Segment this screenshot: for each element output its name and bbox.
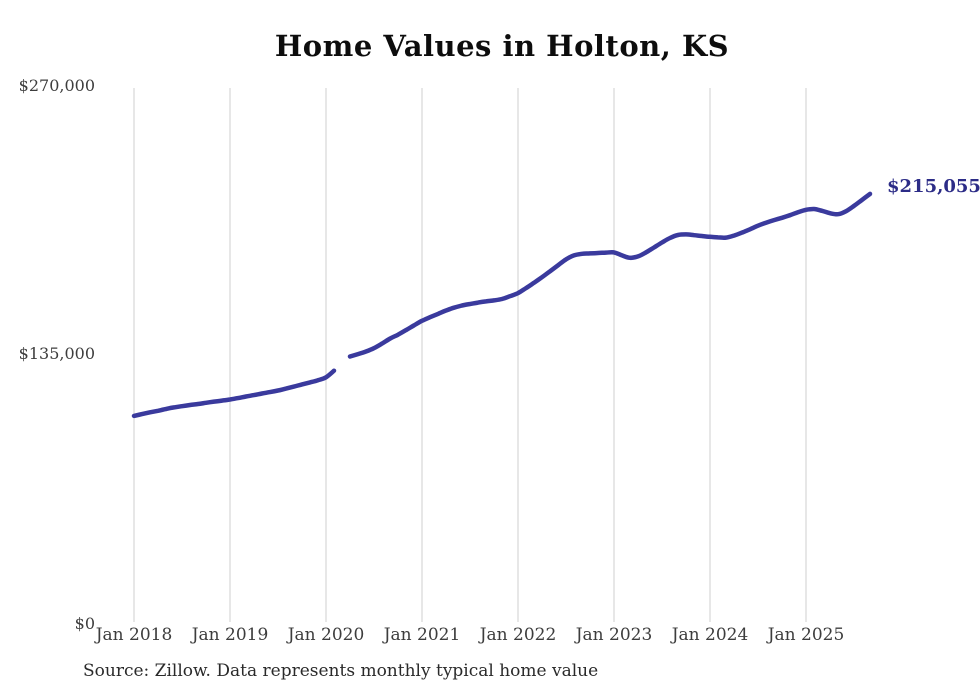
y-tick-label: $270,000 bbox=[18, 76, 95, 95]
source-note: Source: Zillow. Data represents monthly … bbox=[83, 661, 599, 681]
x-tick-label: Jan 2025 bbox=[767, 625, 845, 645]
x-tick-label: Jan 2024 bbox=[671, 625, 749, 645]
y-tick-label: $135,000 bbox=[18, 343, 95, 363]
value-line-group bbox=[131, 191, 873, 419]
x-tick-label: Jan 2023 bbox=[575, 625, 653, 645]
end-value-annotation: $215,055 bbox=[887, 176, 980, 197]
x-tick-label: Jan 2022 bbox=[479, 625, 557, 645]
x-tick-label: Jan 2018 bbox=[95, 625, 173, 645]
x-tick-label: Jan 2021 bbox=[383, 625, 461, 645]
chart-title: Home Values in Holton, KS bbox=[274, 29, 730, 63]
y-tick-label: $0 bbox=[74, 614, 95, 633]
home-value-line-segment-1 bbox=[131, 368, 337, 419]
gridline-group bbox=[133, 88, 807, 622]
x-tick-label: Jan 2020 bbox=[287, 625, 365, 645]
home-value-line-segment-2 bbox=[347, 191, 873, 359]
x-tick-label: Jan 2019 bbox=[191, 625, 269, 645]
